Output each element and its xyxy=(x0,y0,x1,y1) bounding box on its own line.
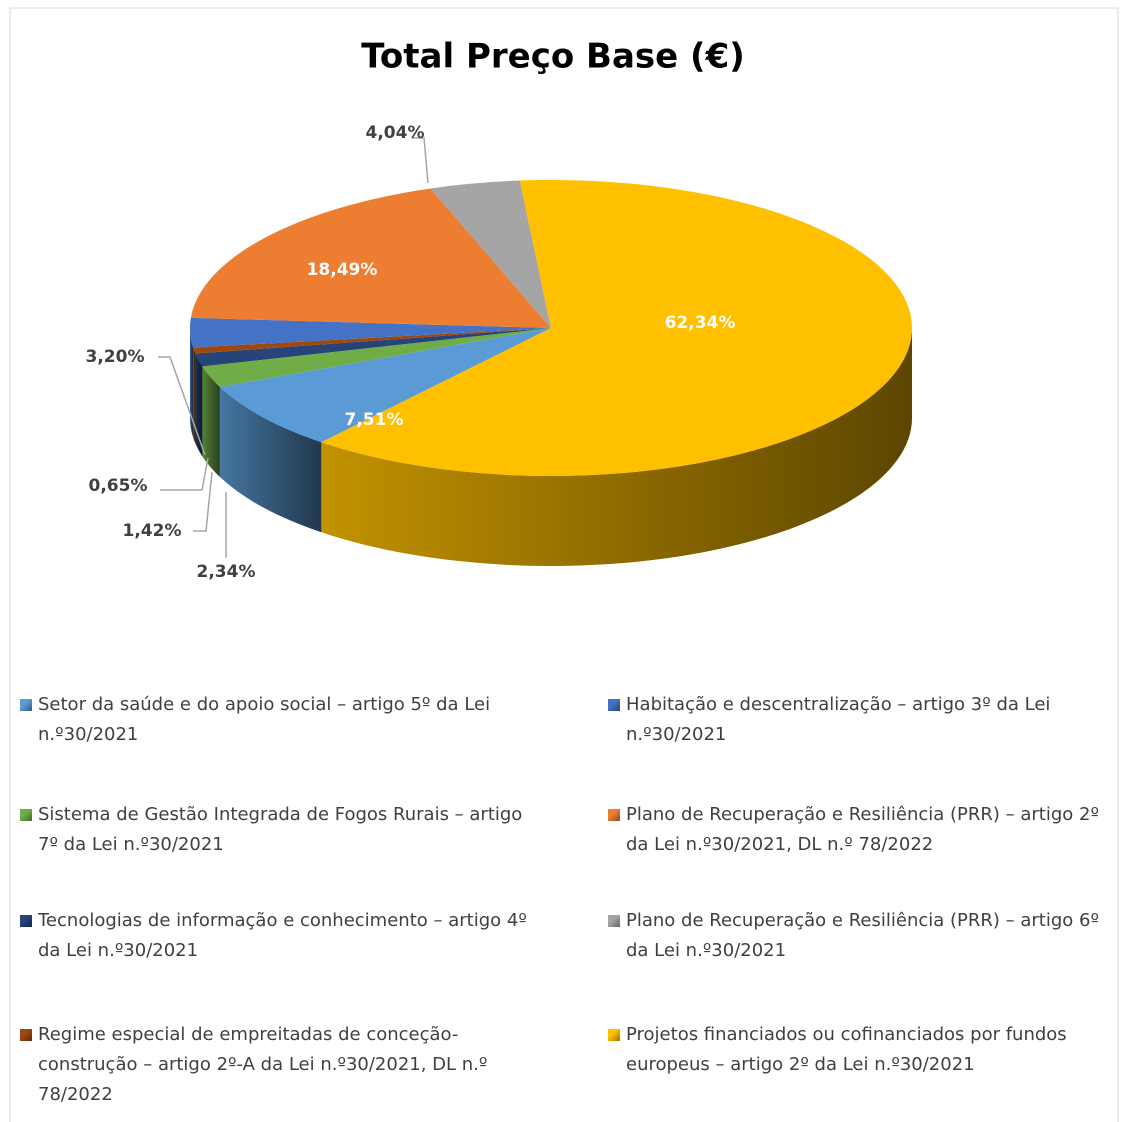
data-label: 62,34% xyxy=(665,313,736,333)
pie-slice xyxy=(195,328,552,367)
legend-marker xyxy=(20,809,32,821)
legend-label: Projetos financiados ou cofinanciados po… xyxy=(626,1024,1067,1075)
legend-label: Regime especial de empreitadas de conceç… xyxy=(38,1024,488,1105)
legend-marker xyxy=(608,809,620,821)
pie-slice xyxy=(190,317,552,348)
pie-side-shade xyxy=(321,328,913,566)
data-label: 18,49% xyxy=(307,260,378,280)
legend-label: Plano de Recuperação e Resiliência (PRR)… xyxy=(626,910,1099,961)
pie-tops xyxy=(190,180,913,477)
pie-side-shade xyxy=(190,328,194,438)
legend-label: Setor da saúde e do apoio social – artig… xyxy=(38,694,491,745)
data-label: 0,65% xyxy=(89,476,148,496)
legend-marker xyxy=(608,915,620,927)
legend-marker xyxy=(20,915,32,927)
leader-line xyxy=(160,457,209,491)
data-label: 2,34% xyxy=(197,562,256,582)
pie-side-shade xyxy=(193,347,196,444)
data-label: 7,51% xyxy=(345,410,404,430)
chart-title: Total Preço Base (€) xyxy=(361,37,745,77)
legend-marker xyxy=(608,699,620,711)
data-label: 1,42% xyxy=(123,521,182,541)
pie-side-shade xyxy=(202,366,220,477)
legend-label: Plano de Recuperação e Resiliência (PRR)… xyxy=(626,804,1099,855)
pie-slice xyxy=(193,328,551,354)
pie-slice xyxy=(321,180,913,477)
pie-slice xyxy=(219,328,551,443)
pie-side-shade xyxy=(195,353,203,457)
legend-label: Sistema de Gestão Integrada de Fogos Rur… xyxy=(38,804,523,855)
leader-line xyxy=(158,356,206,456)
leader-line xyxy=(412,137,429,184)
legend-label: Tecnologias de informação e conhecimento… xyxy=(38,910,527,961)
leader-line xyxy=(193,471,213,532)
pie-sides xyxy=(190,328,913,566)
legend-marker xyxy=(20,699,32,711)
pie-slice xyxy=(190,188,551,328)
pie-slice xyxy=(430,180,551,328)
legend-marker xyxy=(608,1029,620,1041)
pie-side-shade xyxy=(219,386,322,533)
pie-slice xyxy=(202,328,551,387)
legend-label: Habitação e descentralização – artigo 3º… xyxy=(626,694,1051,745)
data-label: 3,20% xyxy=(86,347,145,367)
chart-frame xyxy=(9,7,1119,1122)
legend-marker xyxy=(20,1029,32,1041)
data-label: 4,04% xyxy=(366,123,425,143)
